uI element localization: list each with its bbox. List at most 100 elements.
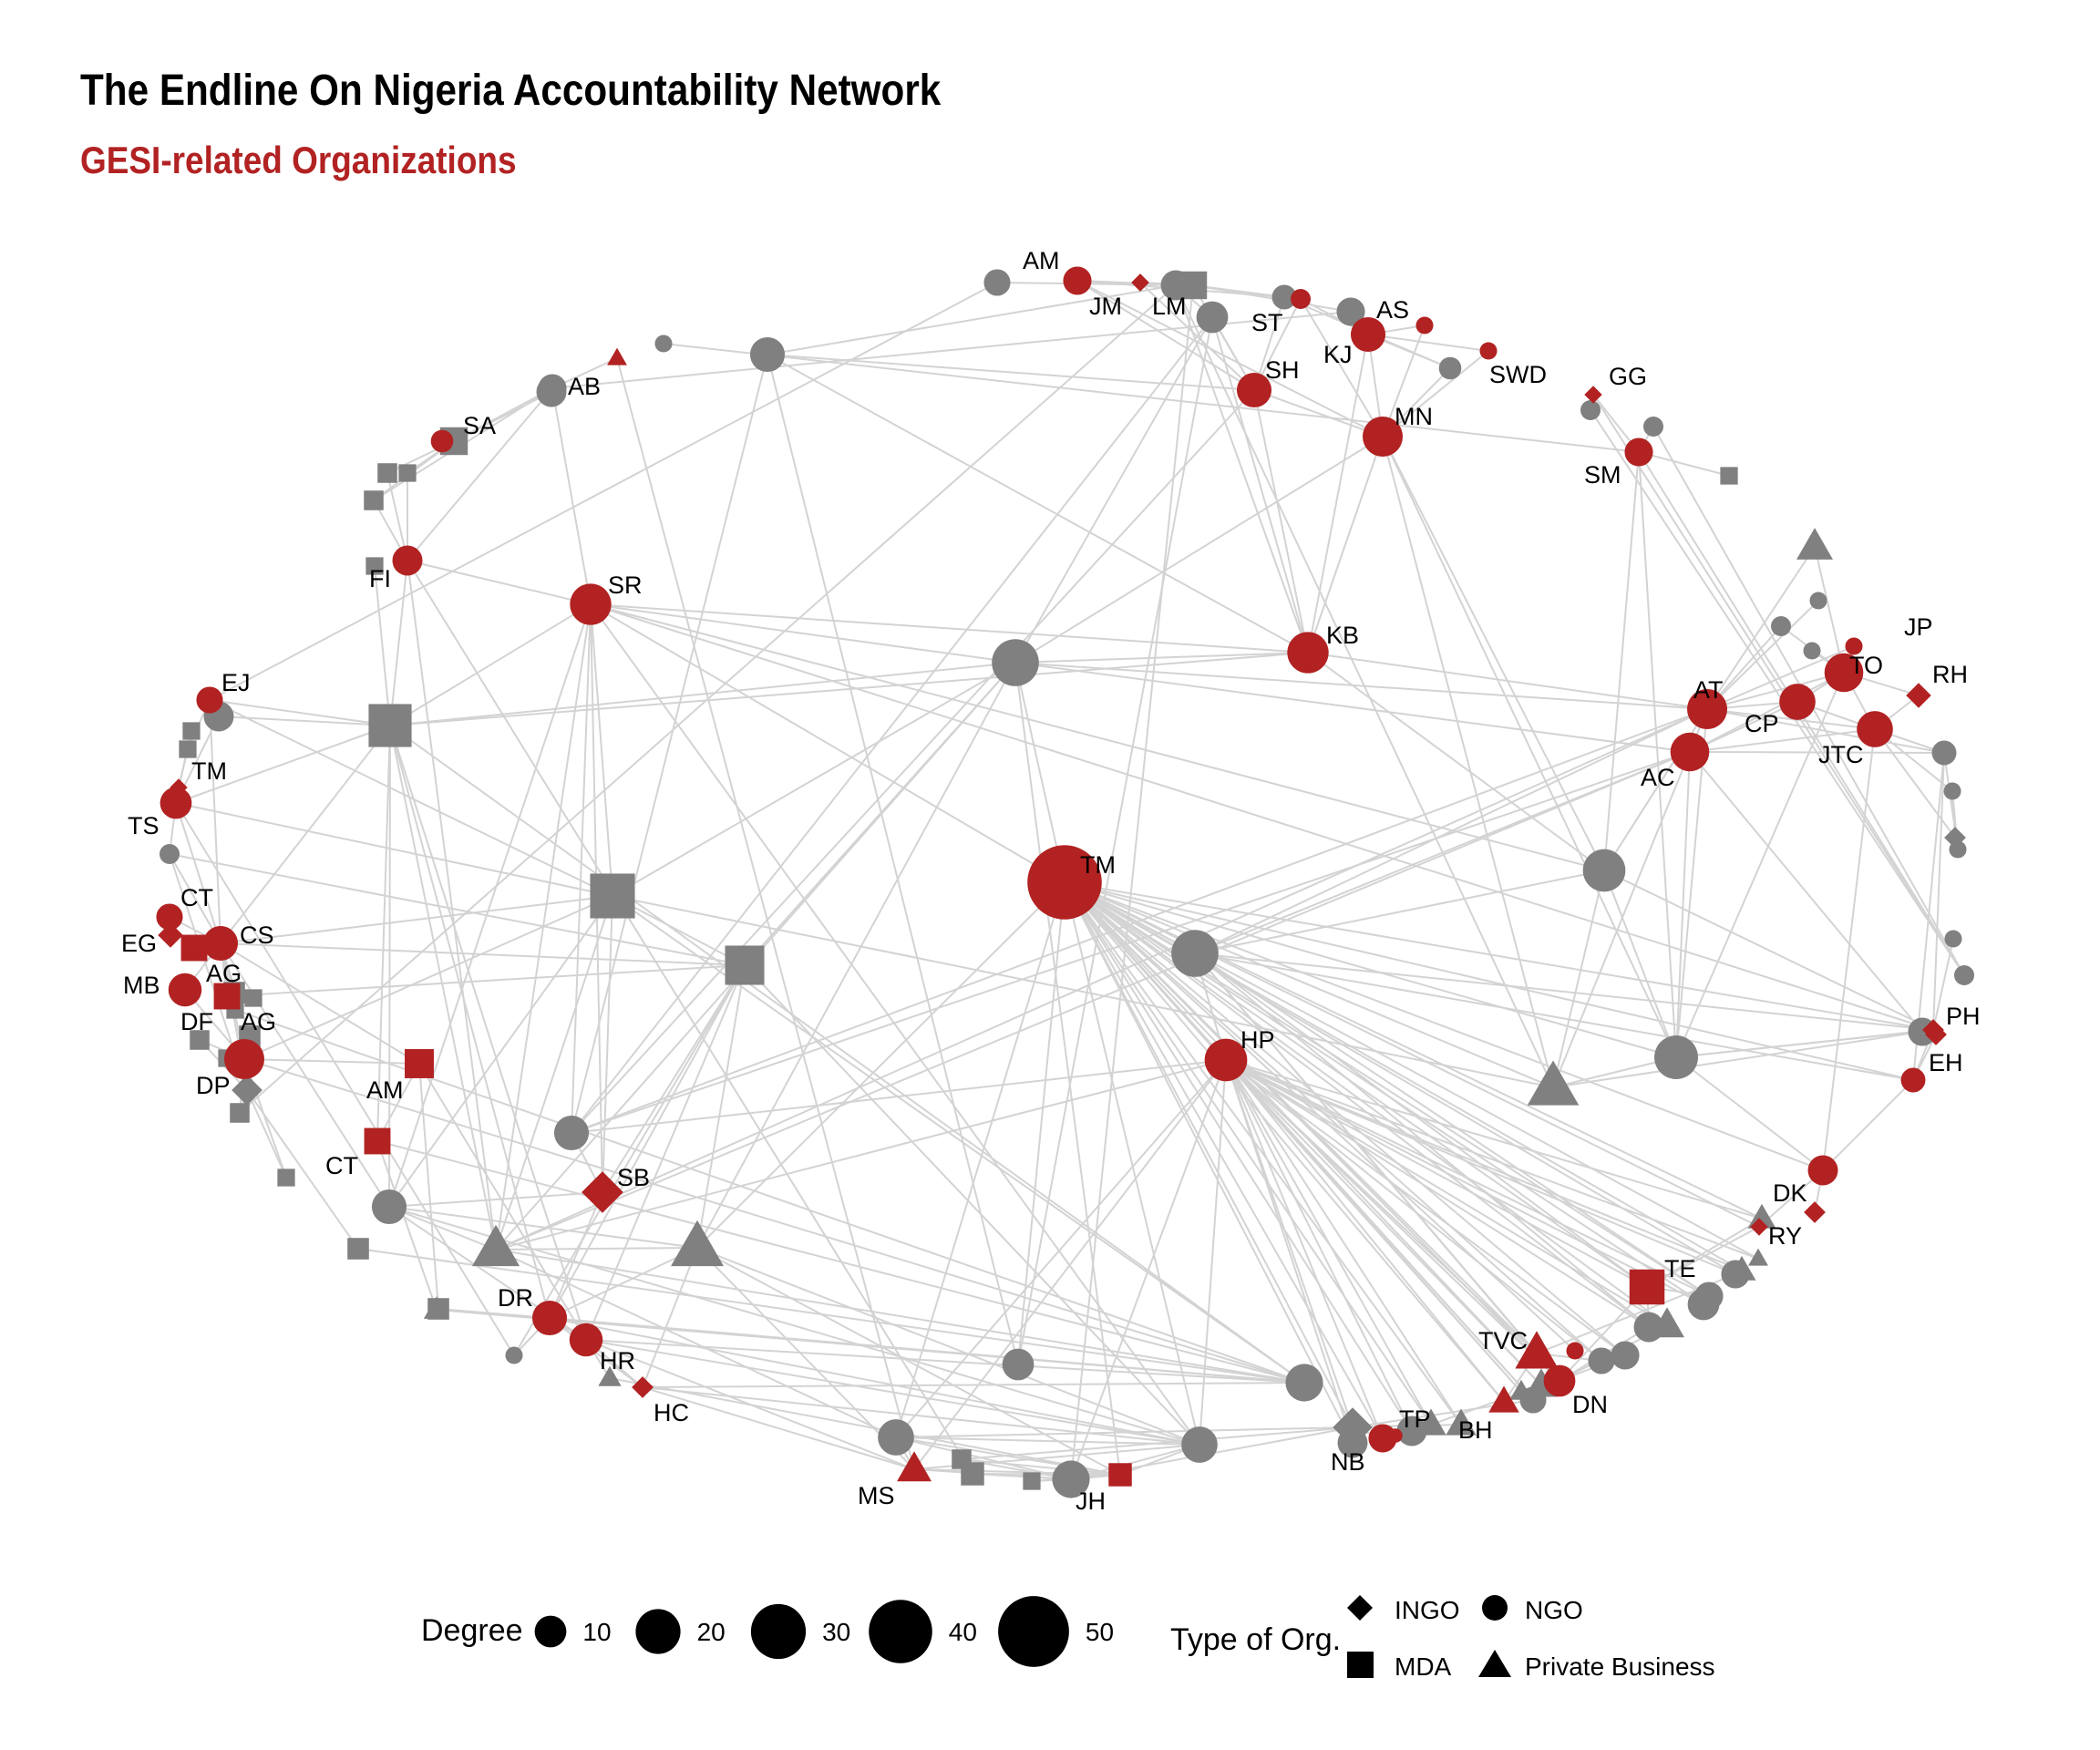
node-sh[interactable]	[1236, 372, 1272, 408]
node-g71[interactable]	[598, 1365, 622, 1386]
node-g58[interactable]	[364, 490, 384, 510]
node-sm[interactable]	[1624, 438, 1653, 467]
node-g77[interactable]	[1748, 1248, 1768, 1266]
node-g41[interactable]	[1588, 1347, 1615, 1374]
node-cs[interactable]	[202, 925, 239, 962]
node-jh[interactable]	[1108, 1463, 1132, 1487]
node-r9[interactable]	[1925, 1024, 1947, 1045]
node-r3[interactable]	[633, 1378, 652, 1396]
node-g28[interactable]	[1643, 417, 1663, 437]
node-r6[interactable]	[1131, 273, 1149, 292]
node-g8[interactable]	[1527, 1060, 1580, 1106]
node-g16[interactable]	[1052, 1460, 1090, 1498]
node-g30[interactable]	[1809, 592, 1827, 610]
node-g7[interactable]	[1654, 1035, 1698, 1079]
node-r1[interactable]	[607, 347, 627, 365]
node-g26[interactable]	[1438, 356, 1462, 380]
node-ms[interactable]	[897, 1451, 932, 1482]
node-g67[interactable]	[1720, 467, 1738, 485]
node-g19[interactable]	[1160, 270, 1191, 301]
node-ry[interactable]	[1750, 1218, 1768, 1236]
node-g68[interactable]	[365, 557, 384, 575]
node-g22[interactable]	[983, 269, 1011, 296]
node-eg[interactable]	[158, 922, 183, 948]
node-gg[interactable]	[1584, 386, 1602, 404]
node-g29[interactable]	[1771, 616, 1791, 636]
node-g20[interactable]	[1196, 301, 1229, 334]
node-to[interactable]	[1824, 653, 1864, 693]
node-jp[interactable]	[1845, 637, 1863, 655]
node-g60[interactable]	[244, 989, 262, 1007]
node-g62[interactable]	[190, 1030, 210, 1050]
node-g65[interactable]	[347, 1238, 369, 1260]
node-r2[interactable]	[430, 429, 454, 453]
node-ej[interactable]	[196, 686, 223, 714]
node-g79[interactable]	[1727, 1255, 1756, 1281]
node-ag1[interactable]	[213, 983, 241, 1010]
node-eh[interactable]	[1900, 1067, 1926, 1093]
node-am1[interactable]	[1063, 266, 1092, 295]
node-g72[interactable]	[1796, 528, 1834, 560]
node-mb[interactable]	[168, 973, 202, 1007]
node-cp[interactable]	[1779, 684, 1816, 720]
node-as[interactable]	[1350, 316, 1386, 353]
node-g50[interactable]	[179, 740, 197, 758]
node-g25[interactable]	[1271, 284, 1297, 310]
node-ct2[interactable]	[364, 1127, 391, 1155]
node-nb[interactable]	[1333, 1407, 1373, 1447]
node-g5[interactable]	[1171, 930, 1219, 977]
node-st[interactable]	[1291, 289, 1311, 309]
node-g15[interactable]	[1181, 1426, 1218, 1463]
node-ag2[interactable]	[224, 1039, 264, 1079]
node-tvc[interactable]	[1515, 1331, 1559, 1369]
node-g31[interactable]	[1803, 642, 1821, 660]
node-r7[interactable]	[1566, 1342, 1584, 1360]
node-g70[interactable]	[423, 1296, 450, 1319]
node-g10[interactable]	[471, 1224, 520, 1267]
node-g55[interactable]	[398, 464, 417, 482]
node-g13[interactable]	[1285, 1364, 1323, 1402]
node-sr[interactable]	[570, 583, 612, 625]
node-g34[interactable]	[1954, 965, 1974, 985]
node-dp[interactable]	[232, 1075, 262, 1106]
node-g80[interactable]	[1944, 827, 1966, 849]
node-g51[interactable]	[182, 722, 201, 740]
node-ct1[interactable]	[156, 903, 183, 931]
node-g38[interactable]	[654, 335, 673, 353]
node-dk[interactable]	[1807, 1155, 1838, 1186]
node-g69[interactable]	[952, 1449, 972, 1469]
node-fi[interactable]	[392, 545, 423, 576]
node-tm[interactable]	[1027, 845, 1102, 920]
node-g2[interactable]	[368, 704, 412, 747]
node-g73[interactable]	[1446, 1408, 1477, 1436]
node-mn[interactable]	[1363, 417, 1403, 457]
node-jtc[interactable]	[1857, 711, 1893, 747]
node-df[interactable]	[180, 934, 208, 962]
node-g75[interactable]	[1650, 1307, 1684, 1338]
node-g63[interactable]	[230, 1103, 250, 1123]
node-sb[interactable]	[582, 1171, 623, 1213]
node-ts[interactable]	[160, 787, 192, 819]
node-g9[interactable]	[671, 1220, 724, 1267]
node-r4[interactable]	[1488, 1385, 1519, 1413]
node-g46[interactable]	[1396, 1415, 1427, 1446]
node-hp[interactable]	[1204, 1038, 1248, 1082]
node-kj[interactable]	[1415, 316, 1434, 335]
node-hr[interactable]	[569, 1323, 603, 1357]
node-g36[interactable]	[160, 844, 180, 864]
node-dr[interactable]	[531, 1300, 568, 1336]
node-at[interactable]	[1687, 689, 1727, 729]
node-g49[interactable]	[1931, 740, 1957, 766]
node-g24[interactable]	[1336, 297, 1365, 326]
node-kb[interactable]	[1287, 632, 1329, 674]
node-g42[interactable]	[1694, 1282, 1724, 1311]
node-r8[interactable]	[1388, 1428, 1403, 1443]
node-g47[interactable]	[1337, 1427, 1368, 1458]
node-r5[interactable]	[1550, 1372, 1569, 1390]
node-g78[interactable]	[1509, 1379, 1533, 1400]
node-g12[interactable]	[371, 1189, 407, 1225]
node-g18[interactable]	[1002, 1348, 1035, 1381]
node-rh[interactable]	[1906, 683, 1931, 708]
node-g14[interactable]	[878, 1419, 914, 1456]
node-g35[interactable]	[1944, 930, 1962, 948]
